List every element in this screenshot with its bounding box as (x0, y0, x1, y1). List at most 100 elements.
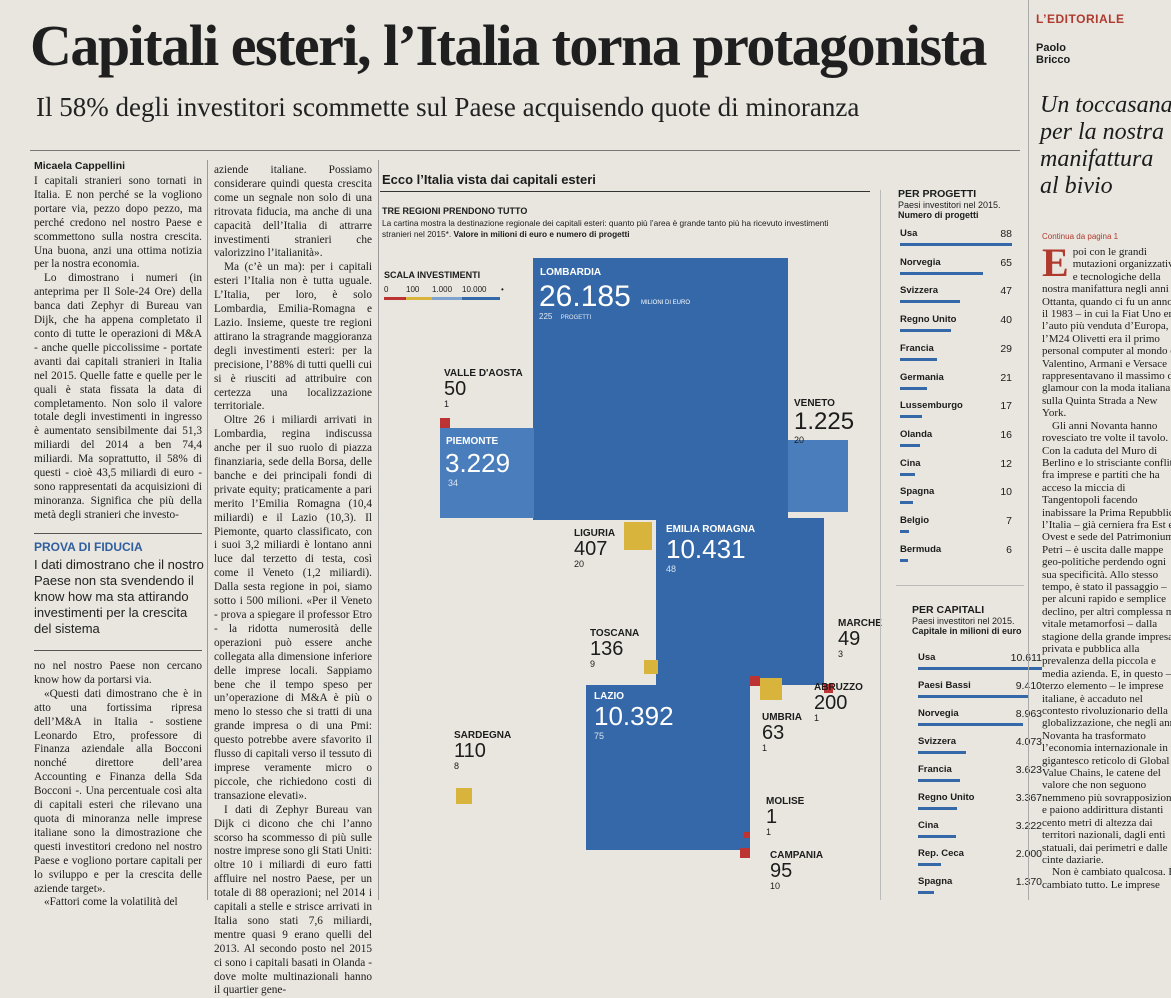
ranking-row: Francia 29 (900, 343, 1012, 371)
ranking-country: Usa (918, 652, 936, 663)
ranking-bar (918, 779, 961, 782)
paragraph: «Fattori come la volatilità del (44, 896, 178, 909)
ranking-bar (918, 723, 1023, 726)
ranking-country: Svizzera (918, 736, 957, 747)
region-name: TOSCANA (590, 628, 640, 639)
region-projects: 34 (448, 478, 459, 488)
ranking-country: Norvegia (918, 708, 959, 719)
editorial-author: Paolo Bricco (1036, 42, 1070, 66)
ranking-bar (900, 443, 921, 447)
paragraph: Gli anni Novanta hanno rovesciato tre vo… (1042, 419, 1171, 866)
region-square-molise (744, 832, 750, 838)
ranking-row: Norvegia 65 (900, 257, 1012, 285)
region-veneto-block (788, 440, 848, 512)
subhead: Il 58% degli investitori scommette sul P… (36, 92, 860, 122)
region-piemonte: PIEMONTE 3.229 34 (440, 428, 534, 518)
ranking-title: PER CAPITALI (912, 604, 985, 616)
ranking-value: 65 (1000, 256, 1012, 269)
box-title: PROVA DI FIDUCIA (34, 540, 143, 554)
region-lazio: LAZIO 10.392 75 (586, 685, 750, 850)
region-projects: 8 (454, 761, 460, 771)
region-value: 3.229 (445, 448, 511, 478)
region-value: 200 (814, 692, 848, 714)
ranking-bar (900, 300, 960, 304)
label-umbria: UMBRIA 63 1 (762, 712, 802, 753)
region-value: 1 (766, 806, 778, 828)
region-name: ABRUZZO (814, 682, 863, 693)
ranking-country: Regno Unito (918, 792, 975, 803)
paragraph: Oltre 26 i miliardi arrivati in Lombardi… (214, 414, 372, 802)
region-name: MOLISE (766, 796, 805, 807)
box-rule (34, 533, 202, 534)
ranking-value: 10 (1000, 486, 1012, 499)
ranking-bar (918, 891, 934, 894)
ranking-country: Paesi Bassi (918, 680, 971, 691)
ranking-bar (900, 386, 927, 390)
ranking-bar (900, 357, 937, 361)
ranking-sub: Numero di progetti (898, 210, 979, 220)
paragraph: «Questi dati dimostrano che è in atto un… (34, 687, 202, 895)
region-square-marche (824, 684, 833, 693)
region-name: EMILIA ROMAGNA (666, 524, 756, 535)
region-name: LOMBARDIA (540, 267, 602, 278)
paragraph: Non è cambiato qualcosa. È cambiato tutt… (1042, 866, 1171, 891)
ranking-country: Regno Unito (900, 314, 957, 326)
paragraph: I dati di Zephyr Bureau van Dijk ci dico… (214, 803, 372, 997)
label-valle-aosta: VALLE D'AOSTA 50 1 (444, 368, 523, 409)
pull-quote-box: PROVA DI FIDUCIA I dati dimostrano che i… (34, 540, 204, 637)
ranking-country: Norvegia (900, 256, 941, 268)
ranking-row: Germania 21 (900, 372, 1012, 400)
region-value: 1.225 (794, 408, 855, 435)
ranking-value: 88 (1000, 228, 1012, 240)
region-projects: 3 (838, 649, 844, 659)
label-marche: MARCHE 49 3 (838, 618, 882, 659)
editorial-label: L’EDITORIALE (1036, 12, 1125, 26)
unit-label: PROGETTI (560, 315, 592, 321)
ranking-country: Usa (900, 228, 918, 239)
ranking-bar (900, 415, 922, 419)
ranking-bar (918, 835, 956, 838)
region-square-toscana (644, 660, 658, 674)
ranking-country: Bermuda (900, 543, 942, 555)
ranking-value: 47 (1000, 285, 1012, 298)
ranking-capitali-header: PER CAPITALI Paesi investitori nel 2015.… (912, 604, 1042, 636)
byline: Micaela Cappellini (34, 160, 126, 172)
scale-label: SCALA INVESTIMENTI (384, 270, 481, 280)
region-name: SARDEGNA (454, 730, 512, 741)
region-value: 49 (838, 628, 861, 650)
scale-bar (432, 297, 462, 300)
ranking-bar (918, 751, 966, 754)
graphic-title: Ecco l’Italia vista dai capitali esteri (382, 172, 596, 187)
ranking-row: Bermuda 6 (900, 544, 1012, 572)
ranking-value: 12 (1000, 457, 1012, 470)
region-projects: 10 (770, 881, 781, 891)
label-toscana: TOSCANA 136 9 (590, 628, 639, 669)
ranking-country: Spagna (900, 486, 935, 498)
region-projects: 1 (766, 827, 772, 837)
ranking-country: Francia (918, 764, 952, 775)
column-rule (378, 160, 379, 900)
ranking-value: 7 (1006, 515, 1012, 527)
label-campania: CAMPANIA 95 10 (770, 850, 823, 891)
region-name: MARCHE (838, 618, 882, 629)
scale-tick: 10.000 (462, 285, 487, 294)
ranking-row: Usa 88 (900, 228, 1012, 256)
ranking-row: Rep. Ceca2.000 (918, 848, 1042, 876)
article-column-1b: no nel nostro Paese non cercano know how… (34, 660, 202, 910)
region-name: VENETO (794, 398, 835, 409)
scale-bar (406, 297, 432, 300)
ranking-value: 40 (1000, 314, 1012, 327)
ranking-row: Cina3.222 (918, 820, 1042, 848)
paragraph: no nel nostro Paese non cercano know how… (34, 660, 202, 686)
ranking-bar (900, 530, 909, 533)
region-value: 110 (454, 740, 486, 762)
ranking-value: 21 (1000, 371, 1012, 384)
box-text: I dati dimostrano che il nostro Paese no… (34, 557, 204, 636)
region-projects: 225 (539, 312, 553, 321)
scale-tick: 1.000 (432, 285, 453, 294)
ranking-row: Belgio 7 (900, 515, 1012, 543)
region-value: 136 (590, 638, 624, 660)
ranking-bar (900, 329, 951, 333)
label-sardegna: SARDEGNA 110 8 (454, 730, 511, 771)
ranking-bar (918, 695, 1028, 698)
